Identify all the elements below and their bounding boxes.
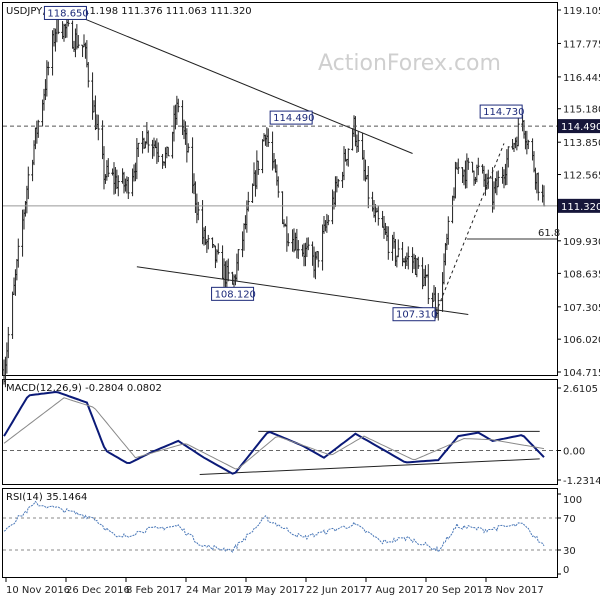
macd-axis-label-2: -1.2314 xyxy=(563,476,600,487)
price-tag-box-1 xyxy=(558,198,600,213)
price-label-box-0 xyxy=(43,5,87,20)
x-axis-label-1: 26 Dec 2016 xyxy=(66,585,130,596)
x-axis-label-3: 24 Mar 2017 xyxy=(186,585,249,596)
price-axis-label-4: 113.850 xyxy=(563,138,600,149)
price-axis-label-11: 104.715 xyxy=(563,368,600,379)
trendlines-group: 61.8 xyxy=(3,14,560,316)
x-axis-label-7: 20 Sep 2017 xyxy=(426,585,489,596)
x-axis-label-4: 9 May 2017 xyxy=(246,585,305,596)
macd-axis-label-0: 2.6105 xyxy=(563,384,598,395)
macd-axis-label-1: 0.00 xyxy=(563,447,585,458)
chart-ohlc: 111.198 111.376 111.063 111.320 xyxy=(77,6,252,17)
x-axis-label-6: 7 Aug 2017 xyxy=(366,585,424,596)
price-label-box-1 xyxy=(269,110,313,125)
price-axis-label-2: 116.445 xyxy=(563,73,600,84)
macd-series-macd xyxy=(3,390,545,475)
macd-title: MACD(12,26,9) -0.2804 0.0802 xyxy=(6,383,162,394)
rsi-axis-label-1: 70 xyxy=(563,514,576,525)
price-trendline-1 xyxy=(136,266,469,316)
price-labels-group: 118.650 114.490 108.120 107.310 114.730 114.4… xyxy=(43,5,600,322)
price-trendline-dashed-2 xyxy=(437,143,505,307)
price-label-box-3 xyxy=(392,307,436,322)
price-label-box-4 xyxy=(479,104,523,119)
price-axis-label-5: 112.565 xyxy=(563,171,600,182)
x-axis-label-8: 3 Nov 2017 xyxy=(486,585,544,596)
price-label-box-2 xyxy=(211,286,255,301)
macd-series-group xyxy=(3,390,557,475)
watermark: ActionForex.com xyxy=(318,51,501,76)
rsi-series-group xyxy=(3,500,557,554)
price-axis-label-8: 108.635 xyxy=(563,269,600,280)
price-axis-label-0: 119.105 xyxy=(563,6,600,17)
price-label-0: 118.650 xyxy=(47,8,88,19)
rsi-axis-label-3: 0 xyxy=(563,565,569,576)
macd-panel-frame xyxy=(2,379,558,485)
price-tag-1: 111.320 xyxy=(561,202,600,213)
price-tag-0: 114.490 xyxy=(561,122,600,133)
price-label-2: 108.120 xyxy=(215,289,256,300)
price-axis-label-7: 109.930 xyxy=(563,237,600,248)
rsi-axis-label-0: 100 xyxy=(563,495,582,506)
x-axis-label-5: 22 Jun 2017 xyxy=(306,585,366,596)
price-label-4: 114.730 xyxy=(483,107,524,118)
x-axis-label-2: 8 Feb 2017 xyxy=(126,585,182,596)
chart-symbol: USDJPY,Daily xyxy=(6,6,71,17)
price-label-1: 114.490 xyxy=(273,113,314,124)
axes-group: 119.105 117.775 116.445 115.180 113.850 112.5… xyxy=(5,6,600,596)
price-axis-label-1: 117.775 xyxy=(563,39,600,50)
price-tag-box-0 xyxy=(558,119,600,134)
x-axis-label-0: 10 Nov 2016 xyxy=(6,585,70,596)
price-axis-label-10: 106.020 xyxy=(563,335,600,346)
chart-header: USDJPY,Daily 111.198 111.376 111.063 111.… xyxy=(6,6,252,17)
price-trendline-0 xyxy=(75,14,413,154)
rsi-panel-frame xyxy=(2,488,558,578)
fib-61-8-label: 61.8 xyxy=(538,228,560,239)
macd-series-signal xyxy=(3,397,545,470)
price-panel-frame xyxy=(2,2,558,376)
price-axis-label-9: 107.305 xyxy=(563,303,600,314)
macd-lower-channel xyxy=(199,458,540,475)
rsi-axis-label-2: 30 xyxy=(563,546,576,557)
price-label-3: 107.310 xyxy=(396,310,437,321)
rsi-title: RSI(14) 35.1464 xyxy=(6,492,87,503)
price-axis-label-3: 115.180 xyxy=(563,105,600,116)
